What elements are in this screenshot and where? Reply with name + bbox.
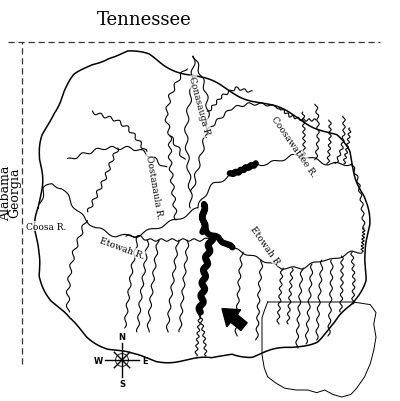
Text: W: W (94, 356, 104, 365)
Text: Etowah R.: Etowah R. (98, 236, 146, 261)
Text: Tennessee: Tennessee (97, 11, 191, 29)
Text: Georgia: Georgia (9, 167, 22, 218)
Text: Conasauga R.: Conasauga R. (188, 75, 212, 138)
Text: N: N (118, 332, 126, 342)
Text: Oostanaula R.: Oostanaula R. (144, 154, 164, 219)
Text: Coosa R.: Coosa R. (26, 222, 66, 231)
Text: Alabama: Alabama (0, 165, 12, 220)
Text: E: E (142, 356, 148, 365)
Text: S: S (119, 379, 125, 388)
Text: Coosawattee R.: Coosawattee R. (270, 115, 318, 178)
FancyArrow shape (222, 309, 247, 331)
Text: Etowah R.: Etowah R. (249, 225, 283, 268)
